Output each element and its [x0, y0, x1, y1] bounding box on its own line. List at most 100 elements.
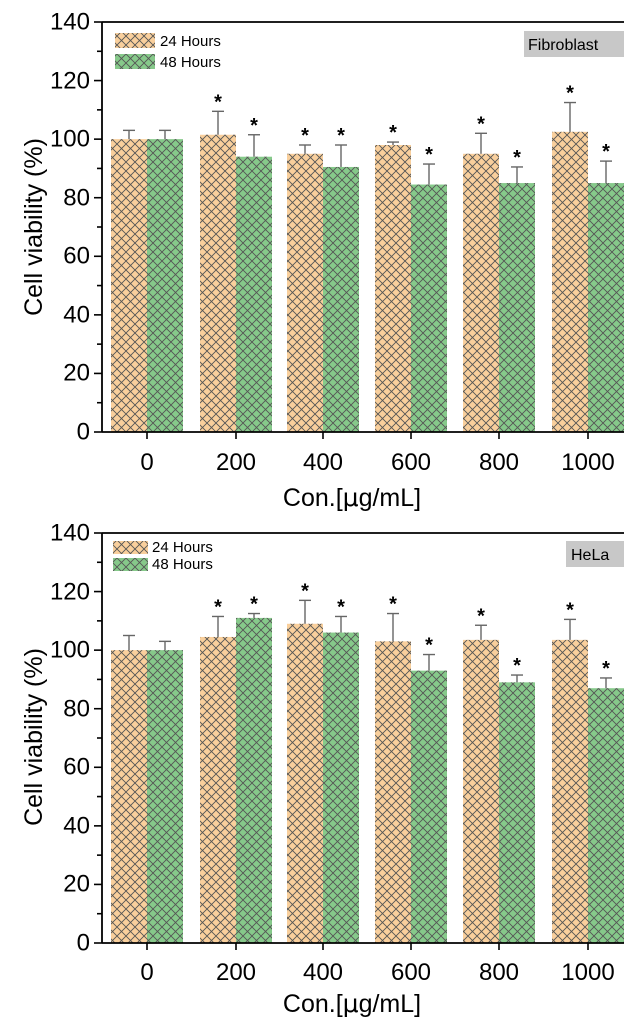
chart-hela-x-tick-5: 1000 [561, 959, 614, 986]
bar-hatch [499, 183, 535, 432]
bar-fibroblast-48-hours-800 [499, 183, 535, 432]
error-bar [475, 132, 487, 154]
chart-hela-y-tick-0: 0 [77, 930, 90, 957]
bar-hatch [200, 636, 236, 943]
chart-fibroblast-y-tick-7: 140 [50, 9, 90, 36]
bar-hela-24-hours-0 [111, 650, 147, 943]
error-bar [159, 640, 171, 651]
bar-hatch [147, 139, 183, 432]
significance-star: * [477, 605, 485, 627]
error-bar [600, 677, 612, 689]
bar-hatch [323, 632, 359, 943]
significance-star: * [602, 658, 610, 680]
chart-fibroblast-axes [94, 21, 624, 439]
bar-hatch [200, 134, 236, 432]
error-bar [564, 618, 576, 640]
bar-hatch [411, 184, 447, 432]
bar-hatch [111, 139, 147, 432]
legend-label-48-hours: 48 Hours [152, 556, 213, 573]
error-bar [511, 674, 523, 683]
significance-star: * [337, 125, 345, 147]
bar-hatch [147, 650, 183, 943]
bar-fibroblast-24-hours-1000 [552, 131, 588, 433]
chart-hela-y-tick-3: 60 [63, 754, 90, 781]
chart-fibroblast-tag-text: Fibroblast [528, 37, 599, 54]
significance-star: * [214, 91, 222, 113]
bar-hatch [111, 650, 147, 943]
bar-hela-48-hours-800 [499, 682, 535, 943]
bar-hela-48-hours-200 [236, 617, 272, 943]
error-bar [335, 615, 347, 633]
significance-star: * [477, 113, 485, 135]
bar-hatch [411, 670, 447, 943]
error-bar [248, 612, 260, 618]
legend-swatch-hatch [113, 541, 148, 554]
bar-fibroblast-48-hours-0 [147, 139, 183, 432]
chart-fibroblast-y-tick-4: 80 [63, 185, 90, 212]
chart-hela-tag: HeLa [566, 541, 624, 567]
bar-hatch [236, 617, 272, 943]
chart-fibroblast-tag: Fibroblast [524, 31, 624, 57]
chart-fibroblast-tag-bg [524, 31, 624, 57]
chart-hela-y-tick-6: 120 [50, 579, 90, 606]
legend-label-24-hours: 24 Hours [152, 539, 213, 556]
chart-fibroblast-x-tick-5: 1000 [561, 449, 614, 476]
bar-hatch [463, 639, 499, 943]
legend-label-48-hours: 48 Hours [160, 54, 221, 71]
bar-hela-24-hours-1000 [552, 639, 588, 943]
chart-fibroblast-legend: 24 Hours 48 Hours [115, 33, 221, 71]
significance-star: * [214, 596, 222, 618]
chart-fibroblast-x-axis-title: Con.[μg/mL] [283, 483, 421, 512]
error-bar [387, 141, 399, 145]
bar-fibroblast-48-hours-400 [323, 166, 359, 432]
bar-hela-24-hours-600 [375, 641, 411, 943]
significance-star: * [513, 147, 521, 169]
chart-hela-y-tick-7: 140 [50, 520, 90, 547]
legend-swatch-hatch [113, 558, 148, 571]
chart-hela-bars: * * * * * * * * * * [111, 580, 624, 943]
bar-hatch [287, 153, 323, 433]
bar-fibroblast-48-hours-200 [236, 156, 272, 432]
chart-hela-x-axis-title: Con.[μg/mL] [283, 989, 421, 1018]
chart-hela-y-axis-title: Cell viability (%) [20, 648, 48, 826]
significance-star: * [301, 125, 309, 147]
legend-swatch-hatch [115, 33, 155, 48]
significance-star: * [337, 596, 345, 618]
error-bar [159, 129, 171, 140]
chart-hela-x-tick-4: 800 [479, 959, 519, 986]
chart-fibroblast-y-tick-0: 0 [77, 419, 90, 446]
significance-star: * [513, 655, 521, 677]
error-bar [475, 624, 487, 640]
chart-hela-axes [94, 532, 624, 950]
chart-hela-legend: 24 Hours 48 Hours [113, 539, 213, 573]
significance-star: * [566, 599, 574, 621]
error-bar [212, 615, 224, 637]
chart-hela-y-tick-5: 100 [50, 637, 90, 664]
error-bar [123, 634, 135, 651]
bar-hela-48-hours-400 [323, 632, 359, 943]
chart-fibroblast-x-tick-3: 600 [391, 449, 431, 476]
legend-label-24-hours: 24 Hours [160, 33, 221, 50]
bar-hatch [499, 682, 535, 943]
chart-hela: * * * * * * * * * * 0 20 40 60 80 100 120 140 0 2… [20, 520, 624, 1018]
error-bar [299, 144, 311, 154]
chart-hela-x-tick-3: 600 [391, 959, 431, 986]
significance-star: * [566, 83, 574, 105]
error-bar [423, 163, 435, 185]
error-bar [299, 599, 311, 624]
bar-fibroblast-48-hours-600 [411, 184, 447, 432]
chart-fibroblast-y-tick-5: 100 [50, 126, 90, 153]
bar-hela-48-hours-0 [147, 650, 183, 943]
error-bar [335, 144, 347, 167]
error-bar [387, 612, 399, 642]
bar-hatch [323, 166, 359, 432]
bar-hatch [463, 153, 499, 433]
significance-star: * [250, 594, 258, 616]
significance-star: * [425, 144, 433, 166]
error-bar [212, 110, 224, 135]
chart-fibroblast-y-tick-1: 20 [63, 360, 90, 387]
chart-fibroblast-x-tick-1: 200 [216, 449, 256, 476]
chart-fibroblast-bars: * * * * * * * * * * [111, 83, 624, 433]
chart-hela-x-tick-2: 400 [303, 959, 343, 986]
